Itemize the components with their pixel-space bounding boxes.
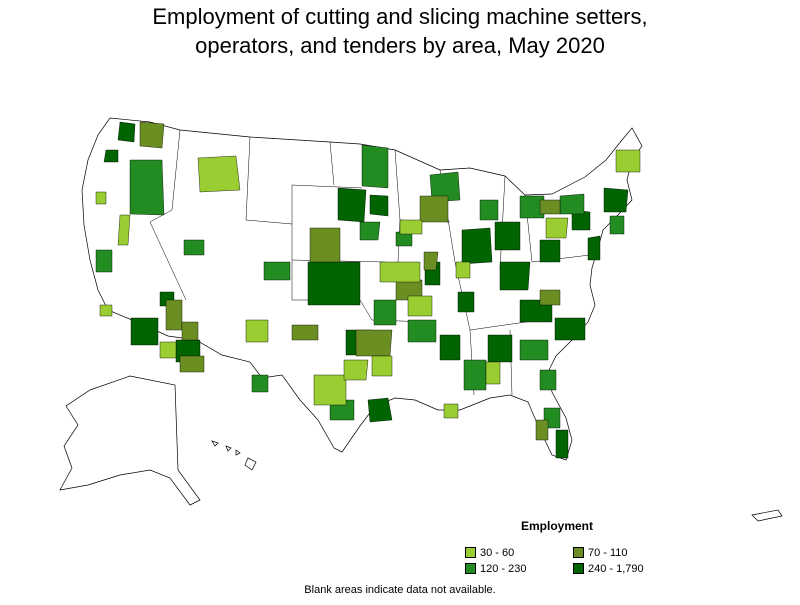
map-title: Employment of cutting and slicing machin…	[0, 2, 800, 60]
map-title-line-2: operators, and tenders by area, May 2020	[195, 33, 605, 58]
alaska-outline	[59, 375, 201, 506]
legend-item-70-110: 70 - 110	[573, 546, 693, 559]
areas-240-1790	[103, 121, 629, 459]
legend: 30 - 60 70 - 110 120 - 230 240 - 1,790	[465, 546, 705, 575]
legend-label: 240 - 1,790	[588, 562, 644, 575]
legend-label: 120 - 230	[480, 562, 527, 575]
legend-item-240-1790: 240 - 1,790	[573, 562, 693, 575]
hawaii-island	[225, 445, 232, 452]
hawaii-island	[211, 440, 219, 447]
legend-swatch	[465, 547, 476, 558]
legend-swatch	[573, 547, 584, 558]
legend-label: 30 - 60	[480, 546, 515, 559]
map-areas	[95, 121, 641, 459]
map-title-line-1: Employment of cutting and slicing machin…	[152, 4, 648, 29]
areas-120-230	[95, 144, 625, 429]
puerto-rico	[751, 509, 783, 522]
hawaii-island	[235, 449, 241, 456]
footnote: Blank areas indicate data not available.	[304, 584, 496, 596]
legend-label: 70 - 110	[588, 546, 628, 559]
areas-30-60	[95, 149, 641, 419]
hawaii-island	[244, 457, 257, 471]
legend-swatch	[573, 563, 584, 574]
legend-swatch	[465, 563, 476, 574]
legend-item-120-230: 120 - 230	[465, 562, 573, 575]
areas-70-110	[139, 121, 561, 441]
legend-title: Employment	[521, 519, 594, 533]
legend-item-30-60: 30 - 60	[465, 546, 573, 559]
contiguous-us-outline	[81, 117, 643, 461]
